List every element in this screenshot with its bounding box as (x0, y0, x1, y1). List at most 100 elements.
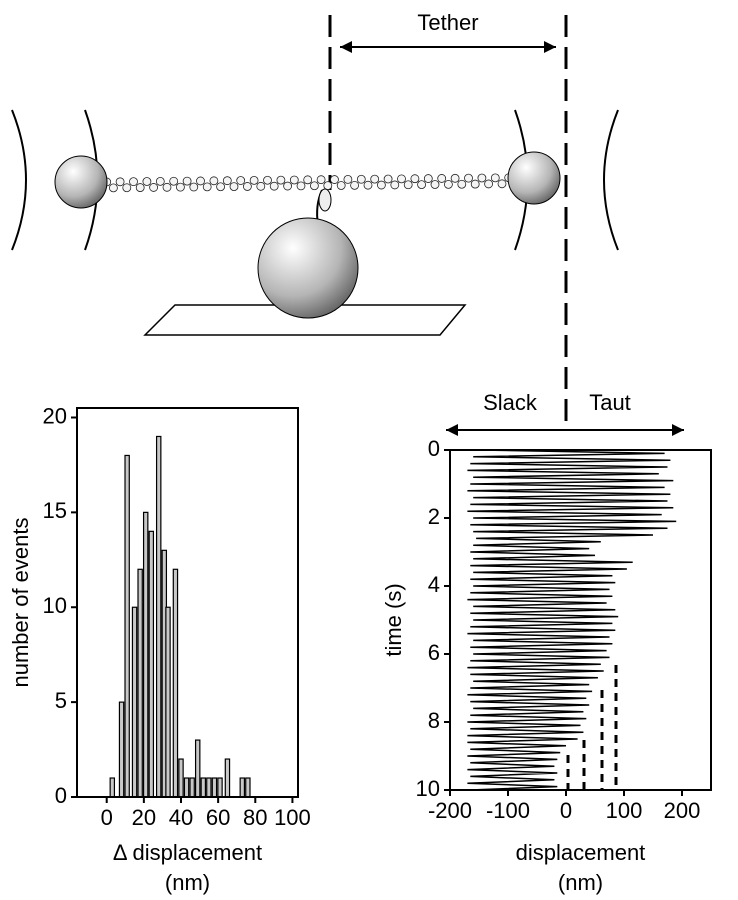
actin-monomer (316, 175, 326, 185)
y-tick-label: 8 (428, 708, 440, 733)
bar (245, 777, 251, 798)
y-tick-label: 5 (55, 688, 67, 713)
actin-monomer (229, 182, 239, 192)
bar (200, 777, 207, 798)
x-tick-label: 80 (243, 805, 267, 830)
y-tick-label: 6 (428, 640, 440, 665)
y-tick-label: 0 (55, 783, 67, 808)
bar (217, 777, 223, 798)
x-axis-label: Δ displacement (113, 840, 262, 865)
actin-monomer (289, 175, 299, 185)
actin-monomer (162, 182, 172, 192)
bar (206, 777, 212, 798)
actin-monomer (296, 181, 306, 191)
actin-monomer (122, 183, 132, 193)
trap (603, 109, 619, 251)
y-tick-label: 20 (43, 403, 67, 428)
bar (189, 777, 195, 798)
actin-monomer (283, 181, 293, 191)
x-axis-label: displacement (516, 840, 646, 865)
actin-monomer (209, 176, 219, 186)
actin-monomer (330, 175, 339, 184)
actin-monomer (175, 182, 185, 192)
x-tick-label: 0 (101, 805, 113, 830)
x-tick-label: 60 (206, 805, 230, 830)
x-tick-label: 0 (560, 798, 572, 823)
y-tick-label: 15 (43, 498, 67, 523)
actin-monomer (109, 183, 118, 193)
y-axis-label: number of events (8, 518, 33, 688)
actin-monomer (490, 173, 500, 183)
actin-monomer (142, 177, 152, 186)
bar (155, 435, 162, 798)
x-tick-label: 20 (132, 805, 156, 830)
y-axis-label: time (s) (381, 583, 406, 656)
actin-monomer (263, 175, 272, 185)
actin-monomer (390, 180, 400, 190)
actin-filament (95, 173, 534, 193)
actin-monomer (370, 174, 380, 184)
x-tick-label: -200 (428, 798, 472, 823)
actin-monomer (417, 180, 427, 190)
x-axis-label: (nm) (165, 870, 210, 895)
bar (118, 701, 125, 798)
actin-monomer (437, 174, 447, 183)
actin-monomer (115, 177, 125, 187)
actin-monomer (135, 183, 145, 192)
slack-label: Slack (483, 390, 538, 415)
actin-monomer (497, 179, 507, 189)
actin-monomer (356, 174, 366, 184)
step-guides (566, 665, 618, 790)
actin-monomer (363, 180, 373, 190)
bar (137, 568, 143, 798)
actin-monomer (410, 174, 420, 184)
trap (11, 109, 27, 251)
actin-monomer (249, 175, 259, 185)
actin-monomer (484, 179, 494, 189)
bar (165, 606, 171, 798)
actin-monomer (350, 180, 360, 190)
actin-monomer (222, 176, 232, 186)
pedestal-bead (257, 217, 359, 319)
actin-monomer (343, 175, 353, 184)
actin-monomer (397, 174, 406, 184)
y-tick-label: 2 (428, 504, 440, 529)
y-tick-label: 10 (43, 593, 67, 618)
actin-monomer (464, 173, 473, 183)
y-tick-label: 10 (416, 776, 440, 801)
actin-monomer (196, 176, 205, 186)
bar (109, 777, 116, 798)
actin-monomer (169, 176, 179, 186)
x-axis-label: (nm) (558, 870, 603, 895)
actin-monomer (383, 174, 393, 184)
diagram: Tether Slack Taut (11, 10, 684, 436)
bead (507, 151, 561, 205)
actin-monomer (450, 173, 460, 183)
actin-monomer (189, 182, 199, 192)
actin-monomer (216, 182, 226, 192)
actin-monomer (129, 177, 138, 187)
bar (211, 777, 218, 798)
actin-monomer (457, 179, 467, 189)
actin-monomer (236, 176, 246, 185)
actin-monomer (276, 175, 286, 185)
actin-monomer (376, 180, 386, 190)
bar (148, 530, 155, 798)
actin-monomer (309, 181, 319, 191)
tether-label: Tether (417, 10, 478, 35)
actin-monomer (423, 174, 433, 183)
bead (54, 155, 108, 209)
y-tick-label: 4 (428, 572, 440, 597)
x-tick-label: 100 (606, 798, 643, 823)
plot-frame (449, 449, 712, 791)
taut-label: Taut (589, 390, 631, 415)
bar (172, 568, 179, 798)
x-tick-label: 40 (169, 805, 193, 830)
bar (131, 606, 138, 798)
bar (178, 758, 184, 798)
actin-monomer (256, 181, 266, 191)
actin-monomer (403, 180, 413, 190)
bar (224, 758, 231, 798)
x-tick-label: 100 (274, 805, 311, 830)
